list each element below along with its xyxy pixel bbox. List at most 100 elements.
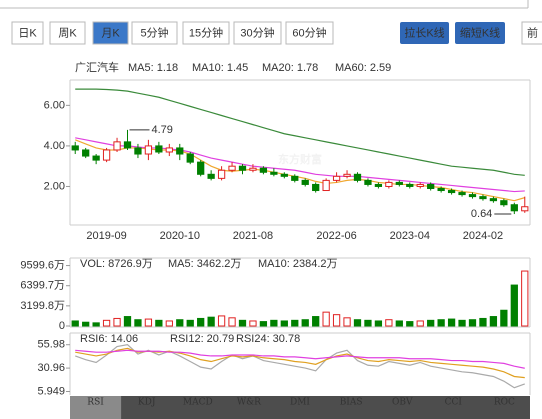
tab-label: CCI — [445, 398, 463, 408]
button-label: 缩短K线 — [460, 25, 500, 39]
button-label: 15分钟 — [189, 25, 223, 39]
legend-entry: VOL: 8726.9万 — [80, 258, 153, 270]
volume-bar — [312, 316, 320, 327]
candle-body — [238, 165, 247, 171]
candle-body — [123, 141, 132, 149]
period-button[interactable]: 30分钟 — [233, 21, 282, 45]
indicator-tab[interactable]: RSI — [70, 396, 122, 419]
legend-entry: RSI6: 14.06 — [80, 333, 138, 345]
volume-bar — [447, 318, 456, 327]
candle-body — [217, 169, 226, 179]
button-label: 日K — [18, 27, 37, 39]
x-tick-label: 2021-08 — [233, 230, 273, 242]
candle-body — [186, 153, 194, 163]
period-button[interactable]: 月K — [92, 21, 129, 45]
y-tick-label: 0 — [59, 320, 65, 332]
indicator-tab[interactable]: W&R — [237, 398, 261, 408]
candle-body — [374, 183, 383, 187]
volume-bar — [374, 320, 383, 327]
candle-body — [479, 196, 487, 200]
volume-bar — [228, 317, 236, 327]
candle-body — [406, 183, 414, 187]
y-tick-label: 3199.8万 — [20, 300, 65, 312]
indicator-tab[interactable]: DMI — [290, 398, 310, 408]
volume-bar — [165, 320, 173, 327]
volume-bar — [176, 319, 184, 327]
x-tick-label: 2019-09 — [86, 230, 126, 242]
candle-body — [280, 173, 288, 177]
volume-bar — [521, 270, 529, 327]
action-button[interactable]: 拉长K线 — [400, 22, 449, 44]
tab-label: MACD — [183, 398, 213, 408]
candle-body — [207, 173, 215, 179]
indicator-tab[interactable]: CCI — [445, 398, 463, 408]
button-box — [285, 21, 334, 45]
candle-body — [510, 204, 518, 212]
legend-entry: RSI12: 20.79 — [170, 333, 234, 345]
volume-bar — [123, 316, 132, 327]
legend-entry: MA5: 1.18 — [128, 62, 178, 74]
candle-body — [395, 181, 403, 185]
candle-body — [259, 167, 268, 173]
volume-bar — [291, 319, 299, 327]
volume-bar — [186, 319, 194, 327]
volume-bar — [259, 321, 268, 327]
button-box — [455, 22, 505, 44]
period-button[interactable]: 日K — [11, 21, 44, 45]
candle-body — [92, 155, 100, 161]
volume-bar — [479, 317, 487, 327]
candle-body — [332, 175, 341, 181]
volume-bar — [217, 315, 226, 327]
annotation: 4.79 — [152, 124, 173, 136]
volume-bar — [82, 321, 90, 327]
action-button[interactable]: 缩短K线 — [455, 22, 505, 44]
volume-bar — [301, 319, 309, 327]
volume-bar — [364, 319, 372, 327]
volume-bar — [134, 319, 142, 327]
tab-selected — [70, 396, 122, 419]
tab-label: BIAS — [340, 398, 363, 408]
indicator-line — [75, 349, 525, 369]
indicator-tab[interactable]: KDJ — [138, 398, 156, 408]
legend-entry: RSI24: 30.78 — [236, 333, 300, 345]
indicator-tab[interactable]: OBV — [392, 398, 413, 408]
button-label: 周K — [58, 26, 77, 39]
period-button[interactable]: 60分钟 — [285, 21, 334, 45]
volume-bar — [197, 317, 205, 327]
tab-label: DMI — [290, 398, 310, 408]
candle-body — [176, 147, 184, 155]
button-box — [49, 21, 86, 45]
candle-body — [427, 183, 435, 189]
edge-button[interactable]: 前 — [521, 21, 542, 45]
candle-body — [364, 179, 372, 185]
period-button[interactable]: 5分钟 — [131, 21, 178, 45]
candle-body — [249, 167, 257, 171]
y-tick-label: 55.98 — [37, 339, 65, 351]
indicator-tab[interactable]: ROC — [494, 398, 515, 408]
volume-bar — [144, 318, 153, 327]
legend-entry: MA10: 2384.2万 — [258, 258, 338, 270]
x-tick-label: 2024-02 — [463, 230, 503, 242]
y-tick-label: 9599.6万 — [20, 259, 65, 271]
button-box — [182, 21, 230, 45]
period-button[interactable]: 周K — [49, 21, 86, 45]
tab-bar — [70, 396, 530, 419]
indicator-tab[interactable]: MACD — [183, 398, 213, 408]
tab-label: W&R — [237, 398, 261, 408]
button-box — [92, 21, 129, 45]
button-box — [233, 21, 282, 45]
candle-body — [312, 183, 320, 192]
candle-body — [102, 149, 111, 161]
button-label: 月K — [101, 27, 120, 39]
button-label: 拉长K线 — [404, 25, 444, 39]
period-button[interactable]: 15分钟 — [182, 21, 230, 45]
volume-bar — [92, 322, 100, 327]
candle-body — [134, 147, 142, 155]
button-box — [400, 22, 449, 44]
candle-body — [500, 200, 508, 206]
indicator-tab[interactable]: BIAS — [340, 398, 363, 408]
button-label: 30分钟 — [240, 25, 274, 39]
volume-bar — [353, 319, 362, 327]
volume-bar — [270, 319, 278, 327]
candle-body — [82, 149, 90, 157]
